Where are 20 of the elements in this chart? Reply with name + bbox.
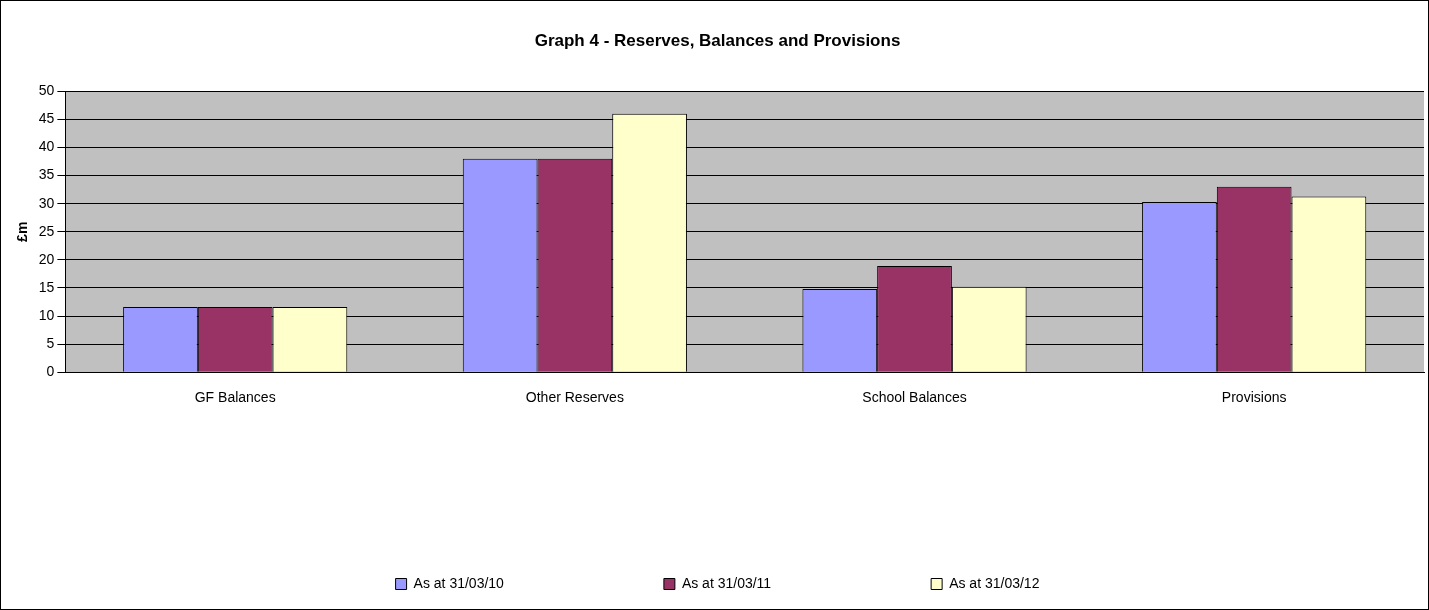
- y-tick-label: 5: [46, 334, 55, 351]
- y-axis-title: £m: [14, 221, 31, 242]
- y-tick-label: 30: [38, 194, 55, 211]
- legend-label: As at 31/03/11: [681, 574, 772, 591]
- legend-label: As at 31/03/12: [949, 574, 1040, 591]
- y-tick-label: 50: [38, 82, 55, 99]
- legend-label: As at 31/03/10: [413, 574, 505, 591]
- y-tick-label: 25: [38, 222, 55, 239]
- x-tick-label: GF Balances: [194, 389, 276, 406]
- chart-title: Graph 4 - Reserves, Balances and Provisions: [534, 30, 901, 50]
- y-tick-label: 35: [38, 166, 55, 183]
- x-tick-label: Provisions: [1221, 389, 1287, 406]
- y-tick-label: 0: [46, 363, 55, 380]
- x-tick-label: Other Reserves: [525, 389, 624, 406]
- x-tick-label: School Balances: [862, 389, 967, 406]
- y-tick-label: 10: [38, 306, 55, 323]
- y-tick-label: 15: [38, 278, 55, 295]
- y-tick-label: 40: [38, 138, 55, 155]
- y-tick-label: 45: [38, 110, 55, 127]
- y-tick-label: 20: [38, 250, 55, 267]
